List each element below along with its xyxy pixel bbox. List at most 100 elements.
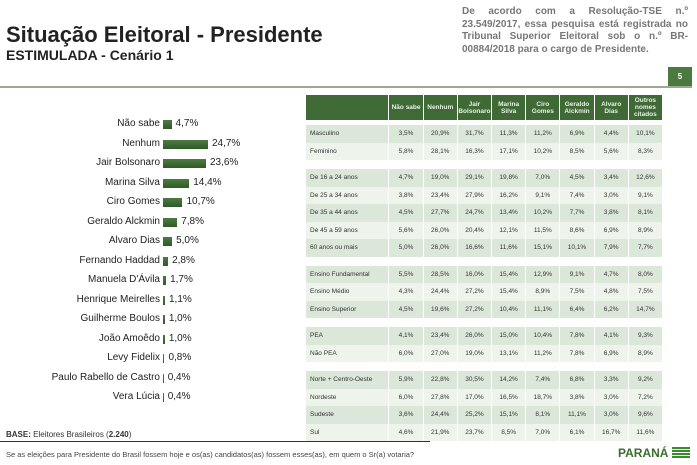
cell-value: 4,3% — [389, 283, 423, 301]
cell-value: 3,0% — [594, 406, 628, 424]
base-n: 2.240 — [108, 430, 129, 439]
bar-value-label: 23,6% — [209, 157, 239, 168]
cell-value: 25,2% — [457, 406, 492, 424]
cell-value: 19,0% — [457, 344, 492, 362]
cell-value: 4,4% — [594, 125, 628, 143]
bar-row: Alvaro Dias 5,0% — [0, 234, 260, 248]
cell-value: 16,7% — [594, 423, 628, 441]
cell-value: 15,1% — [492, 406, 526, 424]
cell-value: 16,6% — [457, 239, 492, 257]
cell-value: 3,3% — [594, 371, 628, 389]
group-spacer — [306, 256, 662, 266]
bar — [163, 237, 173, 246]
bar-row: Fernando Haddad 2,8% — [0, 254, 260, 268]
row-label: De 25 a 34 anos — [306, 186, 389, 204]
cell-value: 30,5% — [457, 371, 492, 389]
cell-value: 6,1% — [560, 423, 594, 441]
bar-value-label: 0,4% — [167, 391, 191, 402]
cell-value: 6,9% — [594, 344, 628, 362]
bar-value-label: 10,7% — [186, 196, 215, 207]
table-row: Ensino Fundamental 5,5% 28,5% 16,0% 15,4% 12,… — [306, 265, 662, 283]
column-header: Jair Bolsonaro — [457, 95, 492, 120]
table-row: Masculino 3,5% 20,9% 31,7% 11,3% 11,2% 6,9% 4,4… — [306, 125, 662, 143]
cell-value: 11,2% — [526, 344, 560, 362]
bar-value-label: 0,8% — [168, 352, 192, 363]
cell-value: 7,0% — [526, 169, 560, 187]
table-row: De 35 a 44 anos 4,5% 27,7% 24,7% 13,4% 10,2% 7… — [306, 204, 662, 222]
cell-value: 17,1% — [492, 142, 526, 160]
bar-row: Levy Fidelix 0,8% — [0, 351, 260, 365]
table-row: Ensino Superior 4,5% 19,6% 27,2% 10,4% 11,1% 6… — [306, 300, 662, 318]
footer-divider — [0, 441, 430, 442]
cell-value: 19,0% — [423, 169, 457, 187]
cell-value: 7,2% — [628, 388, 662, 406]
cell-value: 7,5% — [560, 283, 594, 301]
bar-label: João Amoêdo — [98, 332, 160, 344]
cell-value: 5,5% — [389, 265, 423, 283]
cell-value: 7,4% — [526, 371, 560, 389]
cell-value: 20,4% — [457, 221, 492, 239]
table-row: Ensino Médio 4,3% 24,4% 27,2% 15,4% 8,9% 7,5% 4… — [306, 283, 662, 301]
table-row: Nordeste 6,0% 27,8% 17,0% 16,5% 18,7% 3,8% 3,0%… — [306, 388, 662, 406]
bar-row: Geraldo Alckmin 7,8% — [0, 215, 260, 229]
row-label: Ensino Médio — [306, 283, 389, 301]
cell-value: 24,4% — [423, 406, 457, 424]
cell-value: 9,6% — [628, 406, 662, 424]
column-header: Nenhum — [423, 95, 457, 120]
cell-value: 15,4% — [492, 283, 526, 301]
cell-value: 3,8% — [560, 388, 594, 406]
cell-value: 6,8% — [560, 371, 594, 389]
cell-value: 7,7% — [560, 204, 594, 222]
cell-value: 3,4% — [594, 169, 628, 187]
table-row: Sul 4,6% 21,9% 23,7% 8,5% 7,0% 6,1% 16,7% 11,6% — [306, 423, 662, 441]
cell-value: 14,2% — [492, 371, 526, 389]
row-label: Nordeste — [306, 388, 389, 406]
column-header: Não sabe — [389, 95, 423, 120]
bar-row: Ciro Gomes 10,7% — [0, 195, 260, 209]
row-label: Norte + Centro-Oeste — [306, 371, 389, 389]
cell-value: 27,7% — [423, 204, 457, 222]
bar — [163, 139, 208, 149]
cell-value: 3,0% — [594, 388, 628, 406]
cell-value: 26,0% — [423, 221, 457, 239]
cell-value: 11,1% — [560, 406, 594, 424]
cell-value: 8,9% — [628, 344, 662, 362]
bar — [163, 373, 164, 383]
bar-label: Ciro Gomes — [106, 196, 160, 207]
cell-value: 18,7% — [526, 388, 560, 406]
table-header-row: Não sabe Nenhum Jair Bolsonaro Marina Silva… — [306, 95, 662, 120]
cell-value: 7,8% — [560, 327, 594, 345]
column-header: Outros nomes citados — [628, 95, 662, 120]
bar-row: Não sabe 4,7% — [0, 117, 260, 131]
bar-label: Vera Lúcia — [112, 391, 160, 402]
cell-value: 8,5% — [560, 142, 594, 160]
cell-value: 6,2% — [594, 300, 628, 318]
cell-value: 7,4% — [560, 186, 594, 204]
cell-value: 5,8% — [389, 142, 423, 160]
bar-value-label: 4,7% — [175, 118, 199, 129]
cell-value: 27,8% — [423, 388, 457, 406]
cell-value: 16,5% — [492, 388, 526, 406]
base-label: BASE: — [6, 430, 31, 439]
base-close: ) — [128, 430, 132, 439]
cell-value: 16,3% — [457, 142, 492, 160]
bar-label: Nenhum — [122, 137, 160, 149]
cell-value: 10,1% — [628, 125, 662, 143]
cell-value: 11,2% — [526, 125, 560, 143]
cell-value: 8,0% — [628, 265, 662, 283]
cell-value: 3,6% — [389, 406, 423, 424]
header-blank — [306, 95, 389, 120]
divider — [0, 86, 692, 88]
bar — [163, 198, 183, 207]
cell-value: 4,5% — [389, 204, 423, 222]
bar — [163, 178, 190, 188]
row-label: Sudeste — [306, 406, 389, 424]
cell-value: 7,9% — [594, 239, 628, 257]
group-spacer — [306, 362, 662, 371]
bar-label: Marina Silva — [104, 176, 160, 188]
bar-row: Nenhum 24,7% — [0, 137, 260, 151]
group-spacer — [306, 120, 662, 125]
table-row: De 25 a 34 anos 3,8% 23,4% 27,9% 16,2% 9,1% 7,… — [306, 186, 662, 204]
row-label: Masculino — [306, 125, 389, 143]
cell-value: 3,5% — [389, 125, 423, 143]
